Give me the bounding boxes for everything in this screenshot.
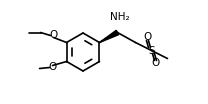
- Text: S: S: [148, 46, 155, 56]
- Polygon shape: [99, 30, 119, 43]
- Text: O: O: [48, 63, 57, 72]
- Text: O: O: [50, 30, 58, 40]
- Text: O: O: [143, 32, 152, 43]
- Text: O: O: [151, 58, 160, 69]
- Text: NH₂: NH₂: [110, 12, 129, 22]
